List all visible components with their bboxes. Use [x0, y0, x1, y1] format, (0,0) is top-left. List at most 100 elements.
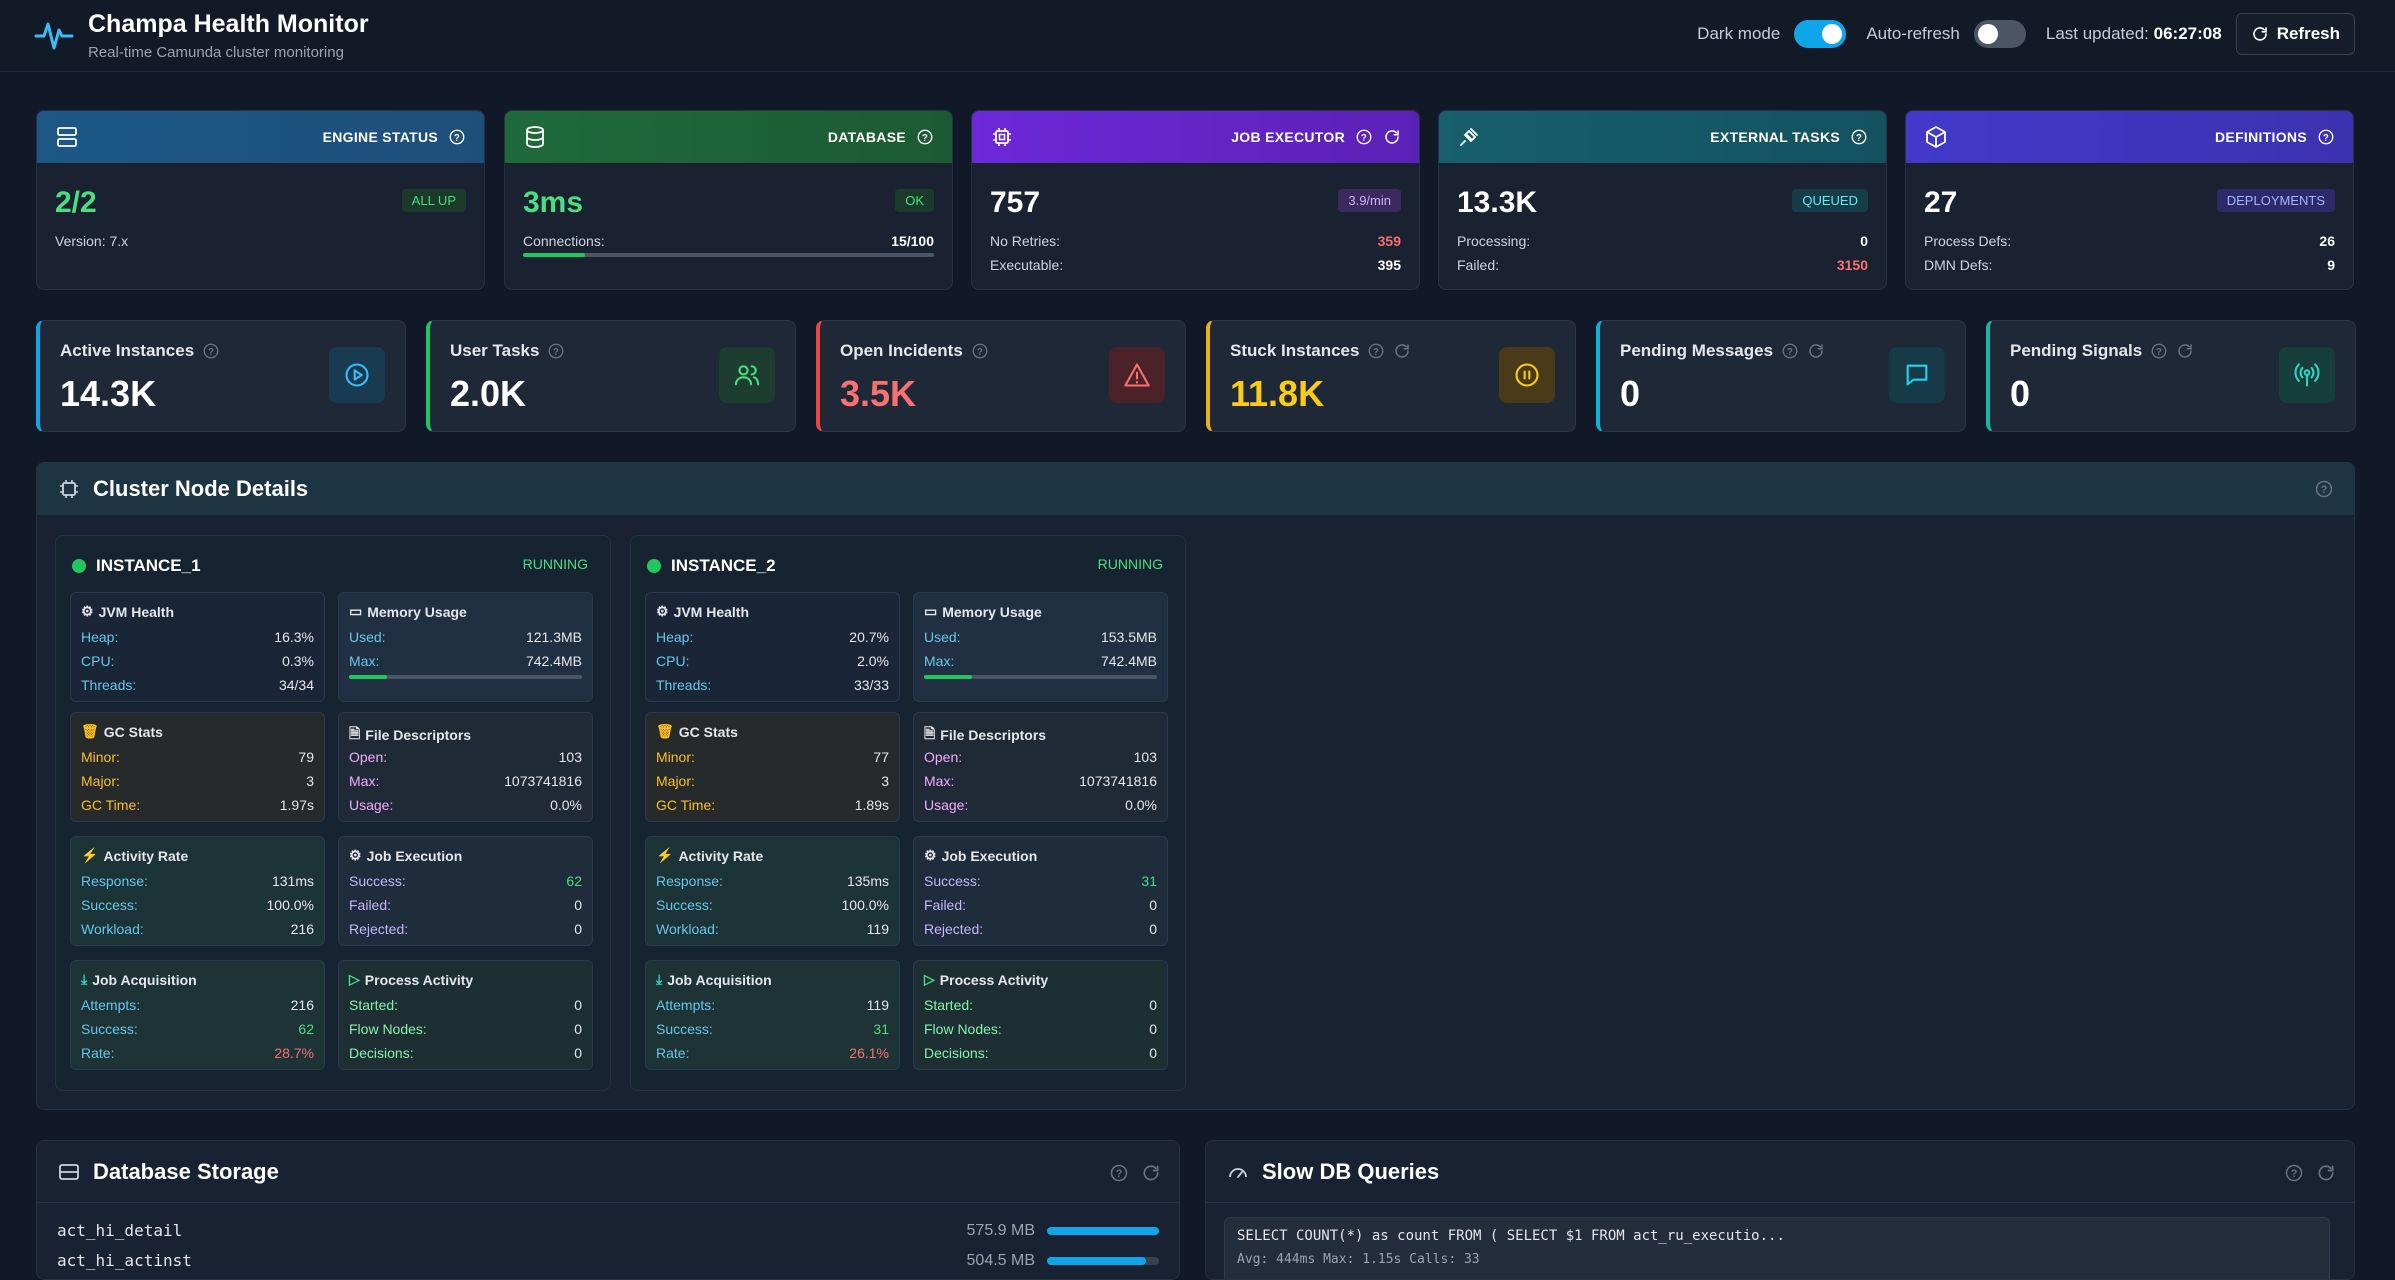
box-title-text: File Descriptors [940, 727, 1047, 743]
status-badge: OK [895, 189, 934, 212]
no-retries-row: No Retries: 359 [990, 233, 1401, 249]
help-icon[interactable]: ? [547, 342, 565, 360]
file-icon: 🗎 [924, 725, 936, 741]
auto-refresh-toggle[interactable] [1973, 20, 2026, 48]
help-icon[interactable]: ? [1850, 128, 1868, 146]
row-label: Threads: [656, 677, 712, 693]
dark-mode-toggle[interactable] [1794, 20, 1847, 48]
row-label: Rate: [656, 1045, 690, 1061]
query-text: SELECT COUNT(*) as count FROM ( SELECT $… [1237, 1228, 1785, 1244]
metric-label: Stuck Instances ? [1230, 341, 1411, 361]
help-icon[interactable]: ? [1367, 342, 1385, 360]
metric-label: User Tasks ? [450, 341, 565, 361]
metric-label: Open Incidents ? [840, 341, 989, 361]
dmn-defs-value: 9 [2327, 257, 2335, 273]
card-title: ENGINE STATUS [322, 129, 438, 145]
row-value: 0 [1149, 897, 1157, 913]
metric-row: Success: 62 [349, 873, 582, 889]
open-incidents-card[interactable]: Open Incidents ? 3.5K [816, 320, 1186, 432]
metric-row: Max: 742.4MB [924, 653, 1157, 669]
help-icon[interactable]: ? [448, 128, 466, 146]
help-icon[interactable]: ? [1109, 1163, 1129, 1183]
row-label: CPU: [656, 653, 690, 669]
svg-text:?: ? [2156, 347, 2162, 358]
job-acquisition-box: ⤓ Job Acquisition Attempts: 216 Success: 62… [70, 960, 325, 1070]
box-title-text: Job Acquisition [667, 971, 772, 988]
row-value: 0 [1149, 1021, 1157, 1037]
help-icon[interactable]: ? [1781, 342, 1799, 360]
memory-progress [924, 675, 1157, 679]
help-icon[interactable]: ? [1355, 128, 1373, 146]
metric-row: Rate: 28.7% [81, 1045, 314, 1061]
row-value: 103 [1133, 749, 1157, 765]
help-icon[interactable]: ? [2150, 342, 2168, 360]
refresh-button[interactable]: Refresh [2235, 13, 2355, 55]
row-label: GC Time: [81, 797, 141, 813]
metric-label-text: Open Incidents [840, 341, 963, 360]
cluster-node-panel: Cluster Node Details ? INSTANCE_1 RUNNIN… [36, 462, 2355, 1110]
row-label: Usage: [349, 797, 394, 813]
card-title: DEFINITIONS [2215, 129, 2307, 145]
metric-row: Open: 103 [924, 749, 1157, 765]
refresh-icon[interactable] [2176, 342, 2194, 360]
metric-row: Used: 121.3MB [349, 629, 582, 645]
help-icon[interactable]: ? [916, 128, 934, 146]
last-updated-value: 06:27:08 [2153, 24, 2222, 43]
toggle-knob [1977, 24, 1998, 44]
metric-row: Decisions: 0 [349, 1045, 582, 1061]
refresh-icon[interactable] [1807, 342, 1825, 360]
help-icon[interactable]: ? [971, 342, 989, 360]
box-title-text: Activity Rate [678, 847, 764, 864]
plug-icon [1460, 128, 1478, 146]
query-item[interactable]: SELECT COUNT(*) as count FROM ( SELECT $… [1224, 1217, 2330, 1279]
metric-row: Rejected: 0 [924, 921, 1157, 937]
metric-label-text: Pending Signals [2010, 341, 2143, 360]
row-value: 0 [574, 997, 582, 1013]
panel-header: Slow DB Queries ? [1206, 1141, 2354, 1203]
row-value: 31 [873, 1021, 889, 1037]
help-icon[interactable]: ? [2284, 1163, 2304, 1183]
refresh-icon[interactable] [1141, 1163, 1161, 1183]
file-icon: 🗎 [349, 725, 361, 741]
metric-row: Usage: 0.0% [924, 797, 1157, 813]
svg-text:?: ? [2321, 484, 2328, 496]
pending-messages-card[interactable]: Pending Messages ? 0 [1596, 320, 1966, 432]
box-title: 🗎 File Descriptors [924, 723, 1046, 747]
table-row: act_hi_actinst 504.5 MB [57, 1251, 1159, 1270]
help-icon[interactable]: ? [202, 342, 220, 360]
help-icon[interactable]: ? [2317, 128, 2335, 146]
stuck-instances-card[interactable]: Stuck Instances ? 11.8K [1206, 320, 1576, 432]
row-value: 216 [290, 997, 314, 1013]
metric-row: Usage: 0.0% [349, 797, 582, 813]
refresh-icon[interactable] [2316, 1163, 2336, 1183]
size-bar [1047, 1226, 1159, 1235]
metric-row: Flow Nodes: 0 [349, 1021, 582, 1037]
metric-row: Workload: 216 [81, 921, 314, 937]
metric-value: 3.5K [840, 373, 917, 414]
jvm-health-box: ⚙ JVM Health Heap: 20.7% CPU: 2.0% Threads:… [645, 592, 900, 702]
row-label: Workload: [81, 921, 144, 937]
no-retries-label: No Retries: [990, 233, 1061, 249]
process-defs-label: Process Defs: [1924, 233, 2012, 249]
refresh-icon[interactable] [1393, 342, 1411, 360]
metric-row: Failed: 0 [924, 897, 1157, 913]
metric-row: Started: 0 [924, 997, 1157, 1013]
metric-row: Response: 131ms [81, 873, 314, 889]
pending-signals-card[interactable]: Pending Signals ? 0 [1986, 320, 2356, 432]
refresh-icon[interactable] [1383, 128, 1401, 146]
slow-queries-panel: Slow DB Queries ? SELECT COUNT(*) as cou… [1205, 1140, 2355, 1280]
svg-text:?: ? [2323, 133, 2329, 144]
row-label: Minor: [656, 749, 695, 765]
memory-usage-box: ▭ Memory Usage Used: 121.3MB Max: 742.4MB [338, 592, 593, 702]
active-instances-card[interactable]: Active Instances ? 14.3K [36, 320, 406, 432]
metric-label: Pending Messages ? [1620, 341, 1825, 361]
user-tasks-card[interactable]: User Tasks ? 2.0K [426, 320, 796, 432]
cpu-icon: ⚙ [349, 847, 362, 863]
instance-card: INSTANCE_1 RUNNING ⚙ JVM Health Heap: 16.3… [55, 535, 611, 1091]
query-meta: Avg: 444ms Max: 1.15s Calls: 33 [1237, 1252, 1480, 1267]
failed-value: 3150 [1836, 257, 1868, 273]
row-label: Failed: [349, 897, 392, 913]
metric-row: Rate: 26.1% [656, 1045, 889, 1061]
svg-text:?: ? [454, 133, 460, 144]
help-icon[interactable]: ? [2314, 479, 2334, 499]
